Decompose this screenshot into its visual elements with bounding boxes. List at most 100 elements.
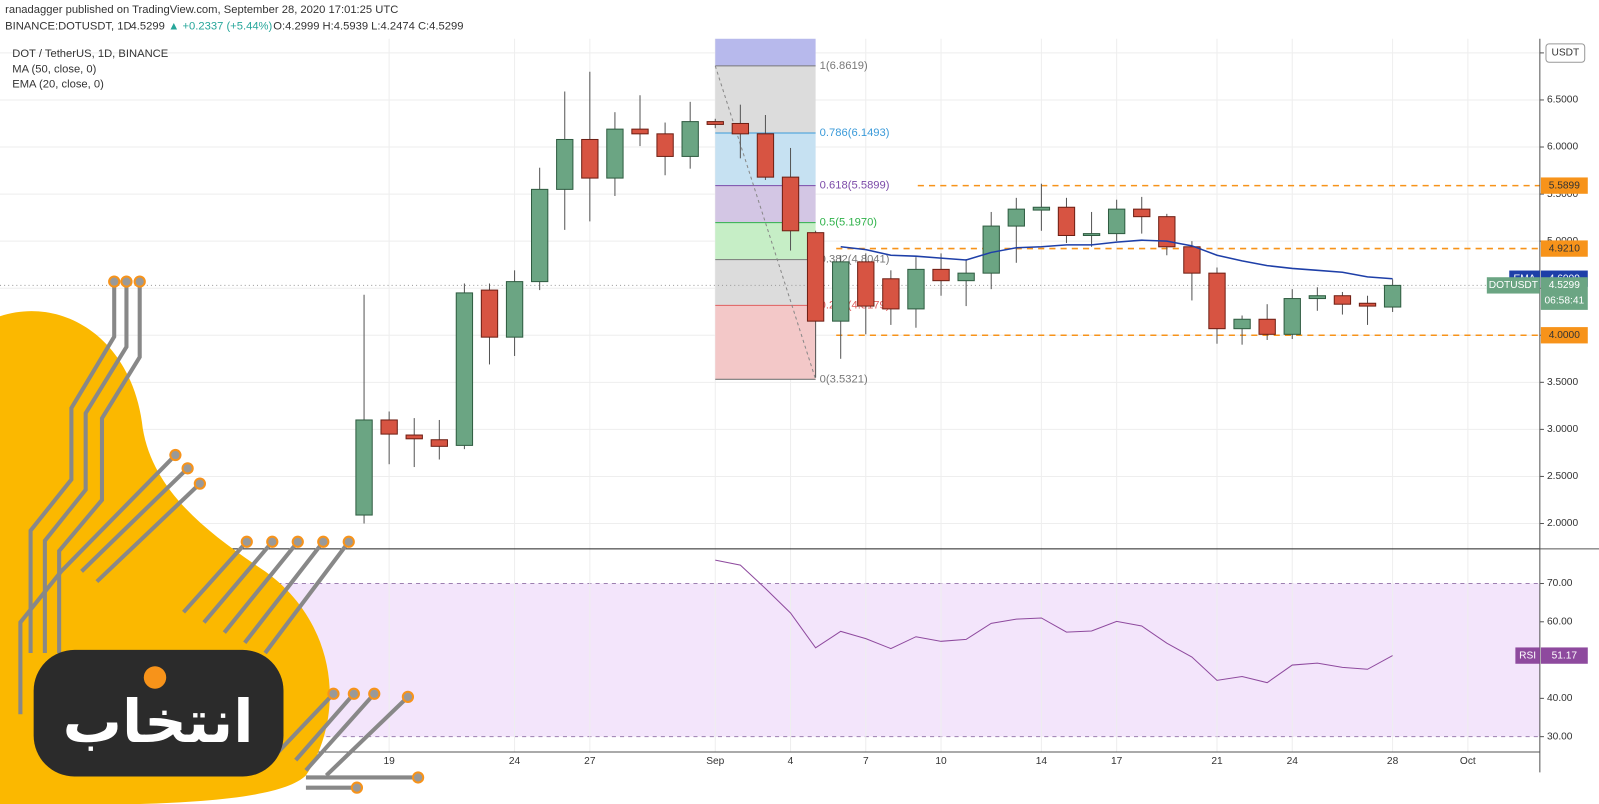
candle-body [455, 292, 474, 446]
candle-body [480, 289, 499, 338]
candle-body [1258, 318, 1276, 335]
fib-band [715, 38, 816, 66]
x-tick-label: Sep [706, 756, 724, 767]
candle-body [1032, 206, 1051, 211]
candle-body [380, 419, 398, 435]
x-tick-label: 24 [1287, 756, 1299, 767]
rsi-tick-label: 60.00 [1547, 616, 1573, 627]
candle-body [430, 439, 448, 447]
currency: USDT [1551, 48, 1579, 59]
candle-body [832, 261, 850, 322]
y-tick-label: 3.5000 [1547, 377, 1578, 388]
countdown: 06:58:41 [1545, 295, 1585, 306]
symbol: BINANCE:DOTUSDT, 1D [5, 20, 132, 32]
candle-body [505, 281, 524, 338]
ohlc: O:4.2999 H:4.5939 L:4.2474 C:4.5299 [273, 20, 463, 32]
x-tick-label: 19 [383, 756, 395, 767]
candle-body [857, 261, 875, 307]
logo-circuit [18, 281, 419, 790]
y-tick-label: 3.0000 [1547, 424, 1578, 435]
fib-band [715, 305, 816, 380]
candle-body [706, 121, 724, 125]
candle-body [1308, 295, 1327, 300]
candle-body [1383, 284, 1402, 308]
fib-label: 0(3.5321) [820, 373, 868, 385]
x-tick-label: 21 [1211, 756, 1223, 767]
candle-body [957, 272, 975, 282]
rsi-line [715, 559, 1393, 684]
candle-body [355, 419, 373, 516]
candle-body [1057, 206, 1076, 237]
candle-body [581, 138, 599, 179]
candle-body [907, 268, 925, 310]
candle-body [731, 122, 750, 135]
x-tick-label: 7 [863, 756, 869, 767]
x-tick-label: 4 [788, 756, 794, 767]
candle-body [405, 434, 423, 440]
fib-band [715, 222, 816, 260]
level-label: 4.0000 [1549, 330, 1580, 341]
logo-badge [33, 649, 284, 777]
candle-body [932, 268, 950, 282]
x-tick-label: 27 [584, 756, 596, 767]
fib-label: 1(6.8619) [820, 60, 868, 72]
fib-label: 0.618(5.5899) [820, 180, 890, 192]
candle-body [556, 138, 574, 190]
x-tick-label: 17 [1111, 756, 1123, 767]
candle-body [606, 128, 624, 179]
ema-line [840, 239, 1393, 280]
candle-body [1007, 208, 1025, 227]
fib-label: 0.382(4.8041) [820, 254, 890, 266]
level-label: 5.5899 [1549, 180, 1580, 191]
rsi-tick-label: 30.00 [1547, 731, 1573, 742]
price-name: DOTUSDT [1489, 280, 1538, 291]
rsi-name-tag [1515, 647, 1540, 664]
level-tag [1540, 240, 1588, 257]
candle-body [1107, 208, 1126, 235]
candle-body [806, 232, 825, 322]
rsi-value: 51.17 [1552, 650, 1578, 661]
fib-label: 0.5(5.1970) [820, 217, 878, 229]
x-tick-label: 10 [935, 756, 947, 767]
y-tick-label: 5.5000 [1547, 189, 1578, 200]
fib-band [715, 185, 816, 223]
x-tick-label: Oct [1460, 756, 1476, 767]
level-tag [1540, 177, 1588, 194]
candle-body [781, 176, 800, 232]
candle-body [681, 121, 699, 157]
fib-band [715, 259, 816, 306]
level-tag [1540, 327, 1588, 344]
candle-body [1133, 208, 1151, 218]
candle-body [631, 128, 649, 135]
candle-body [1283, 298, 1301, 335]
rsi-value-tag [1540, 647, 1588, 664]
candle-body [1082, 233, 1101, 237]
rsi-name: RSI [1519, 650, 1536, 661]
level-label: 4.9210 [1549, 243, 1580, 254]
price-name-tag [1486, 277, 1540, 294]
y-tick-label: 2.0000 [1547, 518, 1578, 529]
logo-text: انتخاب [63, 688, 254, 755]
y-tick-label: 2.5000 [1547, 471, 1578, 482]
axis: 2.00002.50003.00003.50004.00004.50005.00… [383, 48, 1588, 767]
x-tick-label: 28 [1387, 756, 1399, 767]
logo-coin [143, 666, 167, 689]
candle-body [1208, 272, 1226, 330]
x-tick-label: 24 [509, 756, 521, 767]
candle-body [1333, 295, 1352, 305]
candle-body [1183, 246, 1201, 274]
rsi-tick-label: 70.00 [1547, 578, 1573, 589]
candle-body [656, 133, 674, 157]
candle-body [530, 188, 549, 283]
candle-body [1158, 216, 1176, 248]
candle-body [1358, 302, 1377, 307]
price-value: 4.5299 [1549, 280, 1580, 291]
legend-title: DOT / TetherUS, 1D, BINANCE [12, 48, 168, 60]
candle-body [982, 225, 1000, 274]
price-value-tag [1540, 277, 1588, 310]
y-tick-label: 6.5000 [1547, 95, 1578, 106]
fib-label: 0.786(6.1493) [820, 127, 890, 139]
fib-label: 0.236(4.3179) [820, 299, 890, 311]
